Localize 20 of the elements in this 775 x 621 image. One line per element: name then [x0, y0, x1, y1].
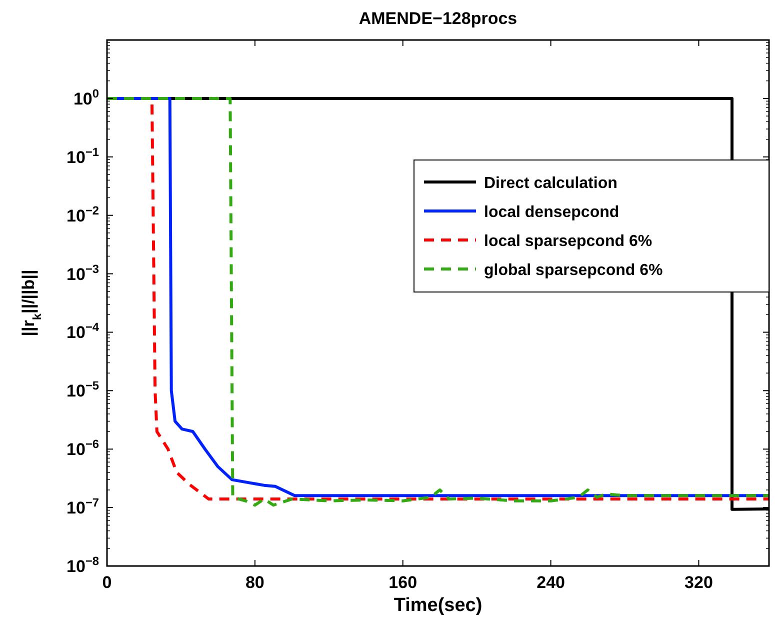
x-tick-label: 320	[684, 573, 713, 592]
y-tick-label: 10$^{−3}$	[66, 262, 100, 284]
y-tick-label: 10$^{−6}$	[66, 437, 100, 460]
x-axis-title: Time(sec)	[394, 595, 482, 616]
y-tick-label: 10$^{−1}$	[66, 144, 100, 167]
legend-label: local densepcond	[484, 204, 620, 221]
y-tick-label: 10$^{−5}$	[66, 378, 100, 401]
legend-label: global sparsepcond 6%	[484, 262, 663, 279]
x-tick-label: 240	[536, 573, 565, 592]
x-tick-label: 160	[388, 573, 418, 592]
y-tick-label: 10$^{−7}$	[66, 496, 100, 518]
chart-title: AMENDE−128procs	[358, 9, 518, 28]
x-tick-label: 0	[102, 573, 112, 592]
legend-label: local sparsepcond 6%	[484, 233, 652, 250]
x-tick-label: 80	[245, 573, 264, 592]
y-tick-label: 10$^{0}$	[73, 86, 100, 108]
legend-label: Direct calculation	[484, 175, 618, 192]
y-tick-label: 10$^{−8}$	[66, 554, 100, 576]
y-tick-label: 10$^{−2}$	[66, 203, 100, 226]
y-tick-label: 10$^{−4}$	[66, 320, 100, 342]
